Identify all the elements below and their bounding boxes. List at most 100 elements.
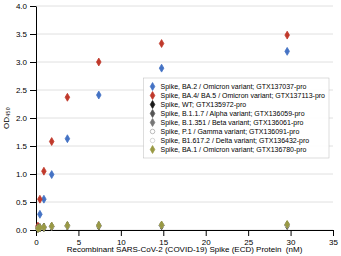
grid-line	[36, 6, 333, 7]
legend-label: Spike, B.1.1.7 / Alpha variant; GTX13605…	[161, 110, 305, 118]
point	[49, 222, 54, 230]
y-tick-mark	[30, 34, 36, 35]
grid-line	[36, 230, 333, 231]
y-tick: 3.5	[16, 30, 36, 39]
legend-label: Spike, BA.4/ BA.5 / Omicron variant; GTX…	[161, 92, 326, 100]
grid	[36, 6, 333, 230]
point	[49, 223, 54, 231]
legend-label: Spike, BA.2 / Omicron variant; GTX137037…	[161, 83, 307, 91]
y-tick: 2.5	[16, 86, 36, 95]
x-tick-label: 0	[34, 238, 39, 247]
point	[65, 93, 70, 101]
y-tick: 4.0	[16, 2, 36, 11]
y-tick-label: 4.0	[16, 2, 28, 11]
point	[65, 222, 70, 230]
legend-marker	[150, 119, 155, 127]
point	[42, 167, 47, 175]
point	[42, 223, 47, 231]
point	[285, 31, 290, 39]
point	[285, 221, 290, 229]
x-tick-label: 35	[329, 238, 338, 247]
point	[49, 223, 54, 231]
legend-marker	[150, 83, 155, 91]
point	[159, 222, 164, 230]
point	[97, 58, 102, 66]
y-axis: 0.00.51.01.52.02.53.03.54.0	[16, 2, 37, 235]
point	[97, 222, 102, 230]
y-tick-label: 3.5	[16, 30, 28, 39]
legend-frame	[144, 78, 329, 158]
point	[49, 138, 54, 146]
point	[285, 47, 290, 55]
legend-marker	[150, 138, 155, 143]
x-tick-mark	[291, 230, 292, 236]
y-tick-mark	[30, 174, 36, 175]
x-tick-mark	[333, 230, 334, 236]
x-axis-title: Recombinant SARS-CoV-2 (COVID-19) Spike …	[67, 245, 303, 254]
point	[42, 224, 47, 232]
y-tick-label: 0.5	[16, 198, 28, 207]
point	[285, 220, 290, 228]
point	[97, 222, 102, 230]
y-tick-label: 0.0	[16, 226, 28, 235]
legend-label: Spike, B.1.351 / Beta variant; GTX136061…	[161, 119, 304, 127]
point	[49, 171, 54, 179]
point	[159, 40, 164, 48]
point	[159, 222, 164, 230]
y-tick: 3.0	[16, 58, 36, 67]
x-tick: 35	[329, 230, 338, 247]
x-axis-line	[37, 230, 334, 231]
chart: 051015202530350.00.51.01.52.02.53.03.54.…	[0, 0, 341, 256]
point	[97, 222, 102, 230]
grid-line	[36, 174, 333, 175]
grid-line	[36, 62, 333, 63]
x-tick-mark	[121, 230, 122, 236]
grid-line	[36, 202, 333, 203]
legend-marker	[150, 92, 155, 100]
series	[36, 221, 290, 232]
point	[97, 222, 102, 230]
series	[36, 221, 290, 232]
legend-label: Spike, P.1 / Gamma variant; GTX136091-pr…	[161, 128, 300, 136]
legend-label: Spike, WT; GTX135972-pro	[161, 101, 247, 109]
y-tick-mark	[30, 118, 36, 119]
point	[65, 222, 70, 230]
legend-marker	[150, 101, 155, 109]
y-tick-mark	[30, 62, 36, 63]
y-axis-line	[36, 7, 37, 231]
series	[36, 222, 290, 233]
legend-marker	[150, 129, 155, 134]
legend-marker	[150, 146, 155, 154]
y-tick: 1.0	[16, 170, 36, 179]
legend: Spike, BA.2 / Omicron variant; GTX137037…	[144, 78, 329, 158]
point	[159, 222, 164, 230]
legend-marker	[150, 110, 155, 118]
x-tick-mark	[163, 230, 164, 236]
point	[285, 221, 290, 229]
y-tick-label: 2.5	[16, 86, 28, 95]
point	[65, 222, 70, 230]
point	[49, 223, 54, 231]
y-tick: 0.0	[16, 226, 36, 235]
point	[42, 223, 47, 231]
y-tick-mark	[30, 146, 36, 147]
x-tick-mark	[78, 230, 79, 236]
point	[159, 221, 164, 229]
point	[159, 64, 164, 72]
point	[97, 91, 102, 99]
legend-label: Spike, BA.1 / Omicron variant; GTX136780…	[161, 146, 307, 154]
point	[65, 222, 70, 230]
y-tick-label: 2.0	[16, 114, 28, 123]
x-tick: 0	[34, 230, 39, 247]
y-tick-label: 1.0	[16, 170, 28, 179]
y-tick-mark	[30, 202, 36, 203]
series	[36, 220, 290, 232]
point	[42, 223, 47, 231]
y-tick: 2.0	[16, 114, 36, 123]
y-tick-mark	[30, 6, 36, 7]
y-tick-mark	[30, 230, 36, 231]
y-tick: 0.5	[16, 198, 36, 207]
point	[65, 135, 70, 143]
point	[38, 195, 43, 203]
point	[38, 210, 43, 218]
